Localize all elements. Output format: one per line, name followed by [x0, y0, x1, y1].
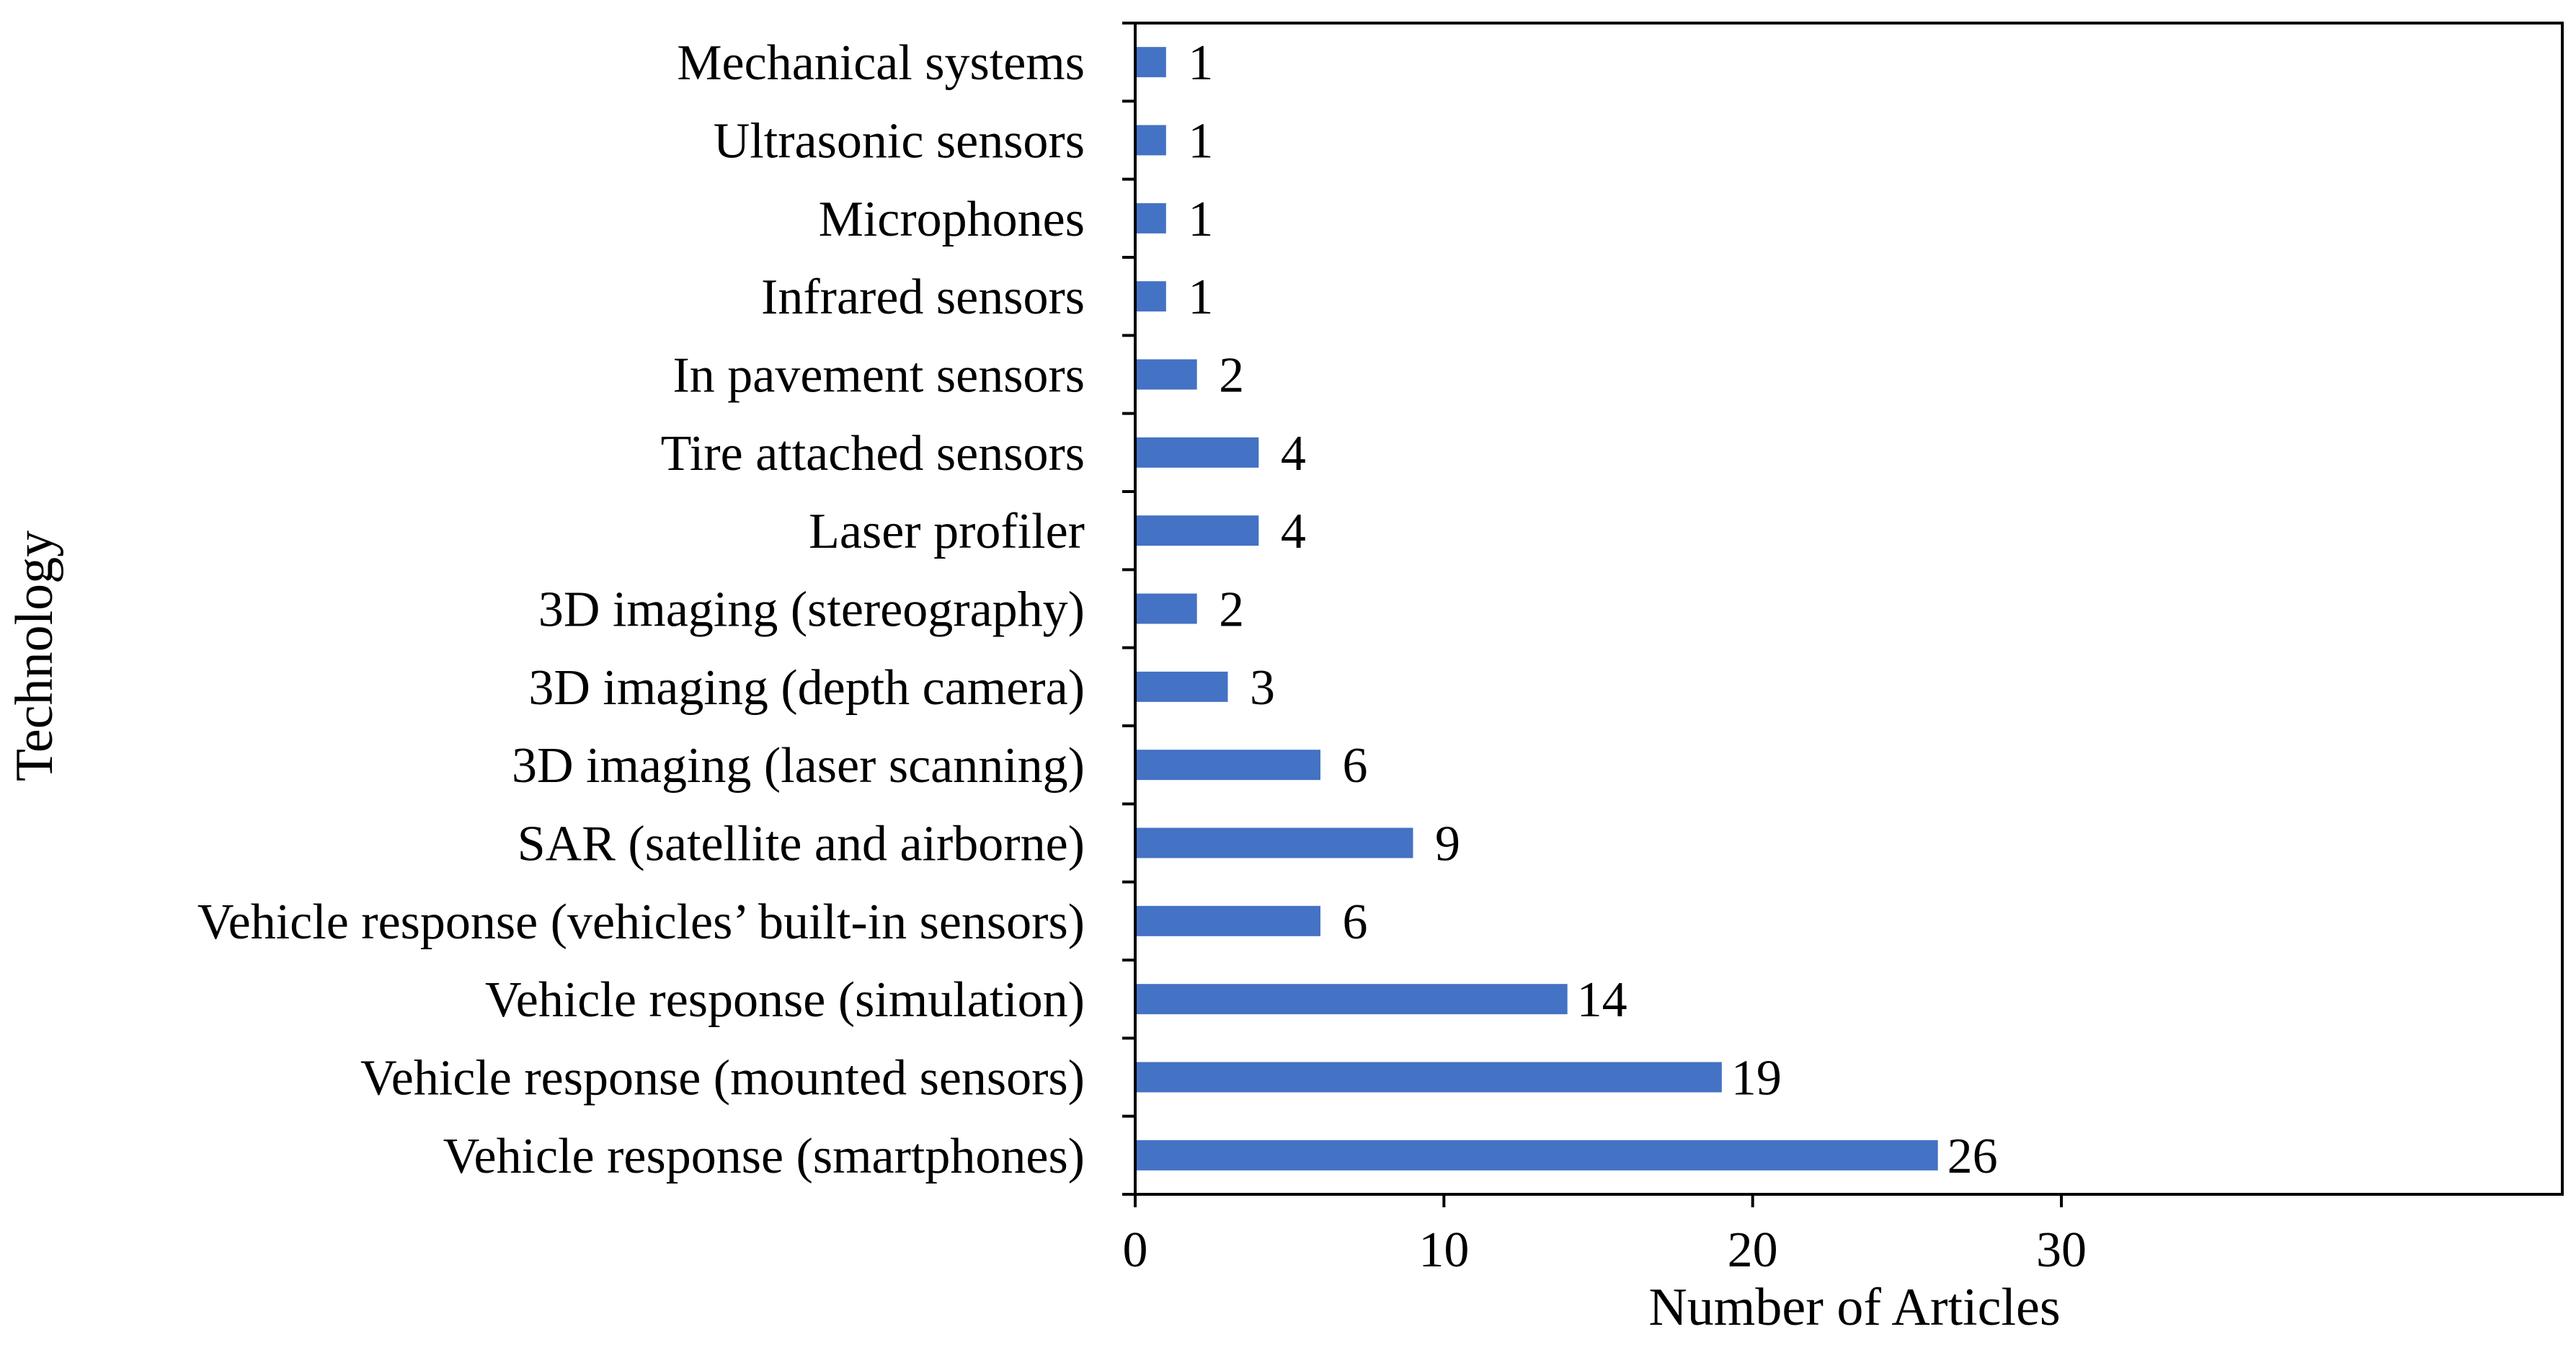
value-label: 3 — [1250, 660, 1275, 716]
bar — [1137, 827, 1413, 858]
value-label: 1 — [1188, 192, 1213, 247]
value-label: 6 — [1343, 738, 1368, 794]
x-tick-label: 30 — [2036, 1222, 2087, 1278]
category-label: Vehicle response (vehicles’ built-in sen… — [197, 894, 1085, 950]
value-label: 4 — [1281, 504, 1306, 559]
bar — [1137, 593, 1197, 624]
y-axis-title: Technology — [5, 530, 64, 781]
value-label: 6 — [1343, 894, 1368, 950]
category-label: 3D imaging (laser scanning) — [512, 738, 1085, 794]
bar — [1137, 984, 1568, 1015]
value-label: 1 — [1188, 114, 1213, 169]
bar — [1137, 671, 1228, 702]
value-label: 1 — [1188, 35, 1213, 91]
value-label: 2 — [1219, 348, 1244, 404]
category-label: 3D imaging (stereography) — [538, 582, 1085, 638]
category-label: Laser profiler — [809, 504, 1085, 559]
bar — [1137, 1062, 1722, 1093]
x-axis: 0 10 20 30 — [1123, 1194, 2087, 1278]
category-label: SAR (satellite and airborne) — [518, 817, 1085, 872]
bar — [1137, 359, 1197, 390]
bar — [1137, 47, 1166, 78]
category-label: Vehicle response (smartphones) — [443, 1129, 1085, 1184]
bars-group — [1137, 47, 1938, 1171]
category-label: 3D imaging (depth camera) — [528, 660, 1085, 716]
category-label: Vehicle response (mounted sensors) — [360, 1051, 1085, 1106]
value-label: 19 — [1731, 1051, 1782, 1106]
bar — [1137, 281, 1166, 312]
category-label: Microphones — [819, 192, 1085, 247]
category-label: In pavement sensors — [672, 348, 1085, 404]
category-label: Vehicle response (simulation) — [485, 972, 1085, 1028]
bar — [1137, 905, 1320, 936]
value-label: 2 — [1219, 582, 1244, 638]
bar — [1137, 125, 1166, 156]
x-tick-label: 0 — [1123, 1222, 1148, 1278]
x-tick-label: 10 — [1418, 1222, 1469, 1278]
bar — [1137, 750, 1320, 781]
value-label: 4 — [1281, 426, 1306, 481]
category-label: Mechanical systems — [677, 35, 1085, 91]
bar — [1137, 437, 1259, 468]
value-label: 9 — [1435, 817, 1460, 872]
value-label: 26 — [1947, 1129, 1998, 1184]
x-tick-label: 20 — [1728, 1222, 1778, 1278]
category-labels-group: Mechanical systems Ultrasonic sensors Micr… — [197, 35, 1085, 1184]
category-label: Ultrasonic sensors — [714, 114, 1085, 169]
bar — [1137, 1140, 1938, 1171]
x-axis-title: Number of Articles — [1648, 1278, 2060, 1337]
category-label: Infrared sensors — [761, 270, 1085, 325]
category-label: Tire attached sensors — [661, 426, 1085, 481]
bar — [1137, 515, 1259, 546]
bar — [1137, 203, 1166, 234]
value-label: 14 — [1577, 972, 1627, 1028]
plot-frame — [1122, 22, 2564, 1196]
value-label: 1 — [1188, 270, 1213, 325]
plot-border — [1134, 22, 2564, 1196]
